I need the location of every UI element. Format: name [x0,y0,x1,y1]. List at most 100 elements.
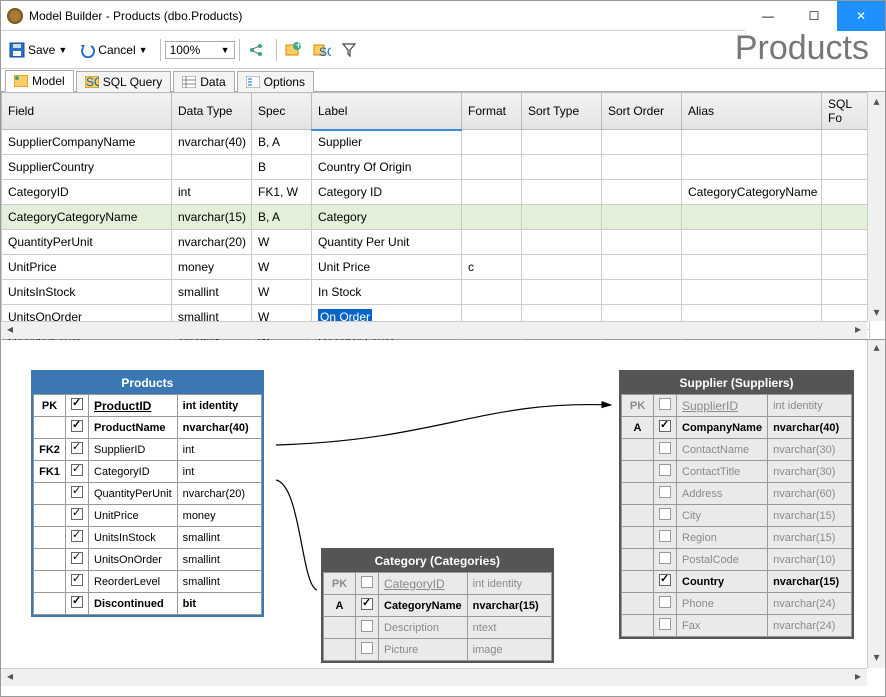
entity-row[interactable]: Descriptionntext [324,617,552,639]
grid-vscrollbar[interactable]: ▴▾ [867,92,885,321]
cell-sqlfo[interactable] [822,180,870,205]
cell-spec[interactable]: FK1, W [252,180,312,205]
cell-sorttype[interactable] [522,155,602,180]
cell-sortorder[interactable] [602,130,682,155]
cell-format[interactable] [462,130,522,155]
entity-checkbox[interactable] [356,573,379,595]
cell-alias[interactable]: CategoryCategoryName [682,180,822,205]
close-button[interactable]: ✕ [837,1,885,31]
zoom-combo[interactable]: 100% ▼ [165,41,235,59]
minimize-button[interactable]: — [745,1,791,31]
cell-field[interactable]: SupplierCountry [2,155,172,180]
entity-row[interactable]: Countrynvarchar(15) [622,571,852,593]
grid-row[interactable]: CategoryIDintFK1, WCategory IDCategoryCa… [2,180,870,205]
add-table-button[interactable]: + [281,40,305,60]
diagram-area[interactable]: ▴▾ ◂▸ ProductsPKProductIDint identityPro… [1,340,885,686]
cancel-button[interactable]: Cancel ▼ [75,40,151,60]
entity-header[interactable]: Category (Categories) [323,550,552,572]
grid-row[interactable]: SupplierCompanyNamenvarchar(40)B, ASuppl… [2,130,870,155]
tab-data[interactable]: Data [173,71,234,92]
cell-datatype[interactable]: int [172,180,252,205]
entity-row[interactable]: Regionnvarchar(15) [622,527,852,549]
entity-checkbox[interactable] [654,439,677,461]
filter-button[interactable] [337,40,361,60]
diagram-vscrollbar[interactable]: ▴▾ [867,340,885,668]
grid-row[interactable]: UnitPricemoneyWUnit Pricec [2,255,870,280]
entity-checkbox[interactable] [66,439,89,461]
entity-row[interactable]: Addressnvarchar(60) [622,483,852,505]
cell-datatype[interactable]: nvarchar(20) [172,230,252,255]
cell-format[interactable] [462,205,522,230]
cell-datatype[interactable] [172,155,252,180]
entity-checkbox[interactable] [66,483,89,505]
entity-row[interactable]: Phonenvarchar(24) [622,593,852,615]
col-header[interactable]: Alias [682,93,822,130]
cell-spec[interactable]: B, A [252,205,312,230]
cell-spec[interactable]: B [252,155,312,180]
cell-alias[interactable] [682,230,822,255]
entity-checkbox[interactable] [654,417,677,439]
entity-row[interactable]: Citynvarchar(15) [622,505,852,527]
entity-checkbox[interactable] [654,505,677,527]
entity-checkbox[interactable] [66,549,89,571]
entity-checkbox[interactable] [654,461,677,483]
cancel-dropdown-icon[interactable]: ▼ [139,45,148,55]
cell-label[interactable]: Quantity Per Unit [312,230,462,255]
cell-alias[interactable] [682,155,822,180]
cell-sortorder[interactable] [602,155,682,180]
cell-sortorder[interactable] [602,255,682,280]
cell-spec[interactable]: W [252,230,312,255]
entity-checkbox[interactable] [356,639,379,661]
entity-row[interactable]: Faxnvarchar(24) [622,615,852,637]
cell-sorttype[interactable] [522,255,602,280]
cell-spec[interactable]: B, A [252,130,312,155]
entity-row[interactable]: ProductNamenvarchar(40) [34,417,262,439]
entity-category[interactable]: Category (Categories)PKCategoryIDint ide… [321,548,554,663]
cell-alias[interactable] [682,205,822,230]
cell-sorttype[interactable] [522,180,602,205]
cell-format[interactable] [462,230,522,255]
entity-checkbox[interactable] [654,527,677,549]
save-button[interactable]: Save ▼ [5,40,71,60]
entity-checkbox[interactable] [654,549,677,571]
grid-row[interactable]: SupplierCountryBCountry Of Origin [2,155,870,180]
cell-field[interactable]: CategoryCategoryName [2,205,172,230]
cell-datatype[interactable]: money [172,255,252,280]
maximize-button[interactable]: ☐ [791,1,837,31]
tab-options[interactable]: Options [237,71,314,92]
sql-button[interactable]: SQL [309,40,333,60]
cell-label[interactable]: Category [312,205,462,230]
cell-sortorder[interactable] [602,280,682,305]
col-header[interactable]: Spec [252,93,312,130]
cell-datatype[interactable]: nvarchar(40) [172,130,252,155]
cell-format[interactable] [462,155,522,180]
entity-row[interactable]: Discontinuedbit [34,593,262,615]
entity-row[interactable]: ReorderLevelsmallint [34,571,262,593]
entity-row[interactable]: FK2SupplierIDint [34,439,262,461]
col-header[interactable]: Field [2,93,172,130]
cell-sortorder[interactable] [602,230,682,255]
cell-spec[interactable]: W [252,255,312,280]
entity-header[interactable]: Products [33,372,262,394]
cell-field[interactable]: UnitPrice [2,255,172,280]
entity-row[interactable]: PKProductIDint identity [34,395,262,417]
cell-alias[interactable] [682,130,822,155]
cell-sqlfo[interactable] [822,280,870,305]
share-button[interactable] [244,40,268,60]
cell-sortorder[interactable] [602,205,682,230]
cell-alias[interactable] [682,280,822,305]
entity-checkbox[interactable] [66,571,89,593]
cell-datatype[interactable]: smallint [172,280,252,305]
col-header[interactable]: Data Type [172,93,252,130]
entity-row[interactable]: PKSupplierIDint identity [622,395,852,417]
cell-sorttype[interactable] [522,205,602,230]
cell-label[interactable]: In Stock [312,280,462,305]
col-header[interactable]: SQL Fo [822,93,870,130]
entity-checkbox[interactable] [654,593,677,615]
col-header[interactable]: Format [462,93,522,130]
col-header[interactable]: Sort Type [522,93,602,130]
cell-format[interactable]: c [462,255,522,280]
entity-checkbox[interactable] [654,615,677,637]
entity-checkbox[interactable] [654,395,677,417]
cell-format[interactable] [462,280,522,305]
